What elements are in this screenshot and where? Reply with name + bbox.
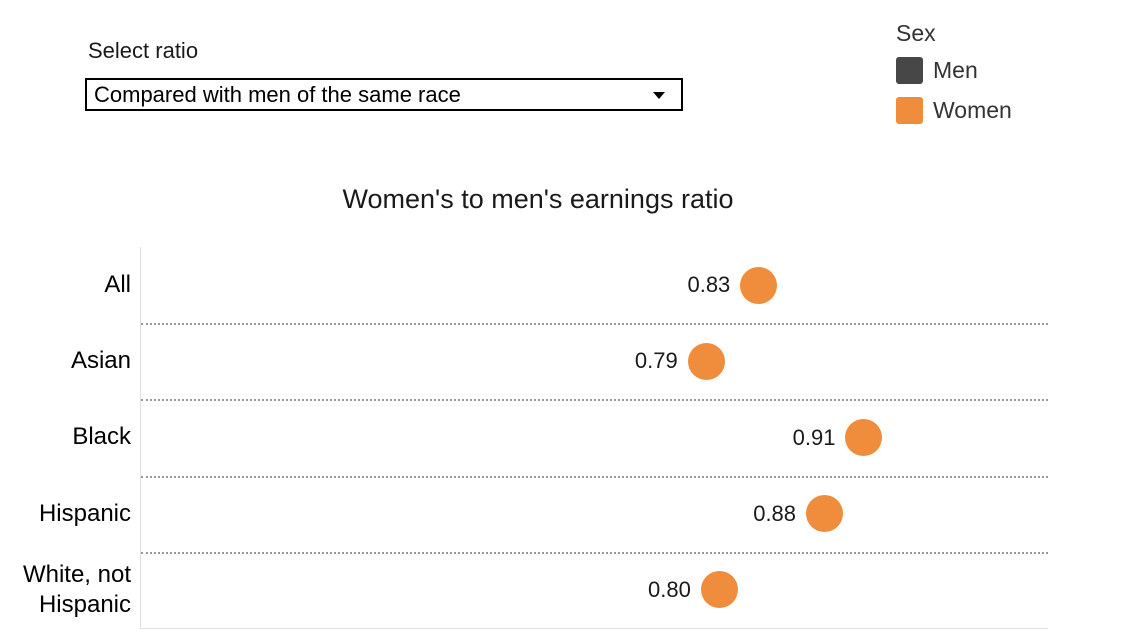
legend-item-men: Men bbox=[896, 57, 1012, 84]
category-label: All bbox=[104, 271, 131, 299]
dot-plot-area: 0.83 0.79 0.91 0.88 0.80 bbox=[140, 247, 1048, 629]
ratio-select[interactable]: Compared with men of the same race bbox=[85, 78, 683, 111]
row-separator bbox=[141, 323, 1048, 326]
legend-label: Men bbox=[933, 57, 978, 83]
legend-item-women: Women bbox=[896, 97, 1012, 124]
legend-label: Women bbox=[933, 97, 1012, 123]
legend: Sex Men Women bbox=[896, 20, 1012, 137]
category-label: White, not Hispanic bbox=[22, 560, 131, 618]
data-point-white-not-hispanic[interactable] bbox=[700, 571, 738, 609]
category-label: Asian bbox=[70, 347, 131, 375]
value-label: 0.91 bbox=[792, 424, 836, 450]
row-separator bbox=[141, 399, 1048, 402]
select-ratio-label: Select ratio bbox=[88, 38, 199, 63]
legend-swatch-women bbox=[896, 97, 923, 124]
row-separator bbox=[141, 475, 1048, 478]
data-point-all[interactable] bbox=[740, 266, 778, 304]
value-label: 0.80 bbox=[648, 576, 691, 602]
legend-swatch-men bbox=[896, 57, 923, 84]
value-label: 0.83 bbox=[687, 272, 731, 298]
chevron-down-icon bbox=[653, 91, 665, 99]
legend-title: Sex bbox=[896, 20, 936, 46]
data-point-black[interactable] bbox=[845, 419, 883, 456]
ratio-select-value: Compared with men of the same race bbox=[94, 81, 461, 107]
category-label: Hispanic bbox=[38, 499, 131, 527]
data-point-hispanic[interactable] bbox=[806, 495, 844, 533]
category-axis: All Asian Black Hispanic White, not Hispanic bbox=[0, 247, 131, 628]
value-label: 0.88 bbox=[753, 500, 797, 526]
row-separator bbox=[141, 551, 1048, 554]
chart-title: Women's to men's earnings ratio bbox=[342, 184, 734, 214]
data-point-asian[interactable] bbox=[687, 342, 725, 380]
value-label: 0.79 bbox=[634, 348, 678, 374]
category-label: Black bbox=[72, 423, 131, 451]
